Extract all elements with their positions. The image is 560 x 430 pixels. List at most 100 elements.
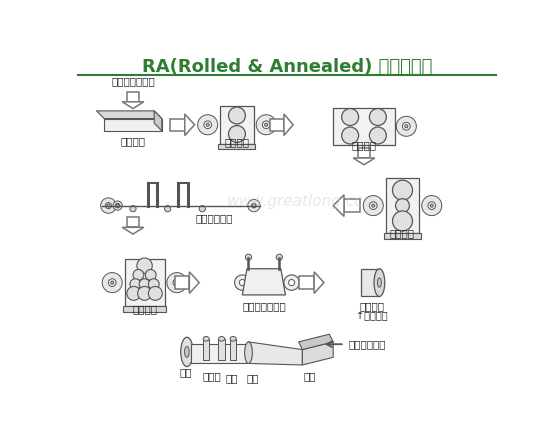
Text: 表面處理工程: 表面處理工程	[348, 339, 386, 349]
Bar	[220, 105, 254, 144]
Circle shape	[393, 211, 413, 231]
Circle shape	[245, 254, 251, 260]
Text: （脫脂、洗淨）: （脫脂、洗淨）	[242, 301, 286, 312]
Circle shape	[111, 281, 114, 284]
Polygon shape	[333, 195, 344, 216]
Circle shape	[265, 123, 268, 126]
Circle shape	[393, 180, 413, 200]
Ellipse shape	[230, 337, 236, 341]
Circle shape	[148, 279, 159, 289]
Polygon shape	[302, 342, 333, 365]
Text: ↑原箔工程: ↑原箔工程	[356, 312, 388, 322]
Circle shape	[175, 281, 179, 284]
Circle shape	[239, 280, 245, 286]
Bar	[123, 307, 166, 312]
Circle shape	[248, 200, 260, 212]
Text: （精軋）: （精軋）	[132, 304, 157, 314]
Polygon shape	[104, 119, 162, 131]
Circle shape	[115, 203, 120, 208]
Circle shape	[256, 115, 276, 135]
Polygon shape	[122, 102, 144, 109]
Polygon shape	[284, 114, 293, 135]
Text: 成品: 成品	[304, 371, 316, 381]
Circle shape	[137, 258, 152, 273]
Bar	[384, 233, 421, 239]
Circle shape	[113, 201, 122, 210]
Polygon shape	[96, 111, 162, 119]
Polygon shape	[154, 111, 162, 131]
Circle shape	[235, 275, 250, 290]
Text: （原箔）: （原箔）	[359, 301, 384, 312]
Circle shape	[405, 125, 408, 128]
Polygon shape	[353, 158, 375, 165]
Bar	[203, 339, 209, 360]
Circle shape	[167, 273, 187, 292]
Text: （鑄胚）: （鑄胚）	[120, 136, 146, 146]
Circle shape	[363, 196, 383, 215]
Circle shape	[145, 270, 156, 280]
Circle shape	[342, 109, 358, 126]
Ellipse shape	[218, 337, 225, 341]
Circle shape	[253, 204, 255, 207]
Circle shape	[428, 202, 436, 209]
Circle shape	[101, 198, 116, 213]
Circle shape	[342, 127, 358, 144]
Circle shape	[116, 204, 119, 207]
Ellipse shape	[245, 342, 253, 363]
Polygon shape	[175, 276, 189, 289]
Polygon shape	[344, 200, 360, 212]
Circle shape	[403, 123, 410, 130]
Circle shape	[173, 279, 181, 286]
Circle shape	[138, 286, 151, 300]
Text: www.greatlong.cc: www.greatlong.cc	[226, 194, 363, 209]
Polygon shape	[122, 227, 144, 234]
Text: （溶層、鑄造）: （溶層、鑄造）	[111, 76, 155, 86]
Text: （面削）: （面削）	[352, 140, 376, 150]
Ellipse shape	[377, 278, 381, 287]
Text: （熱軋）: （熱軋）	[225, 138, 249, 147]
Bar	[218, 339, 225, 360]
Circle shape	[288, 280, 295, 286]
Circle shape	[130, 279, 141, 289]
Text: （退火酸洗）: （退火酸洗）	[195, 213, 232, 223]
Text: （中軋）: （中軋）	[390, 228, 415, 238]
Circle shape	[284, 275, 299, 290]
Circle shape	[109, 279, 116, 286]
Ellipse shape	[181, 337, 193, 366]
Circle shape	[370, 127, 386, 144]
Circle shape	[395, 199, 409, 212]
Circle shape	[198, 115, 218, 135]
Text: 防鏽: 防鏽	[246, 373, 259, 383]
Polygon shape	[127, 92, 139, 102]
Polygon shape	[242, 269, 286, 295]
Polygon shape	[298, 334, 333, 350]
Circle shape	[396, 116, 416, 136]
Circle shape	[102, 273, 122, 292]
Polygon shape	[299, 276, 314, 289]
Circle shape	[276, 254, 282, 260]
Circle shape	[139, 279, 150, 289]
Circle shape	[228, 126, 245, 142]
Text: RA(Rolled & Annealed) 銅生產流程: RA(Rolled & Annealed) 銅生產流程	[142, 58, 432, 76]
Bar	[333, 108, 395, 145]
Polygon shape	[314, 272, 324, 293]
Text: 原箔: 原箔	[179, 367, 192, 377]
Circle shape	[204, 121, 212, 129]
Circle shape	[148, 286, 162, 300]
Bar	[385, 178, 419, 233]
Circle shape	[165, 206, 171, 212]
Ellipse shape	[203, 337, 209, 341]
Text: 前處理: 前處理	[203, 371, 222, 381]
Polygon shape	[249, 342, 302, 365]
Bar	[218, 144, 255, 149]
Circle shape	[105, 203, 111, 209]
Circle shape	[206, 123, 209, 126]
Circle shape	[228, 107, 245, 124]
Circle shape	[130, 206, 136, 212]
Bar	[361, 269, 380, 296]
Circle shape	[372, 204, 375, 207]
Ellipse shape	[185, 347, 189, 357]
Circle shape	[251, 203, 256, 208]
Bar	[124, 259, 165, 307]
Polygon shape	[127, 217, 139, 227]
